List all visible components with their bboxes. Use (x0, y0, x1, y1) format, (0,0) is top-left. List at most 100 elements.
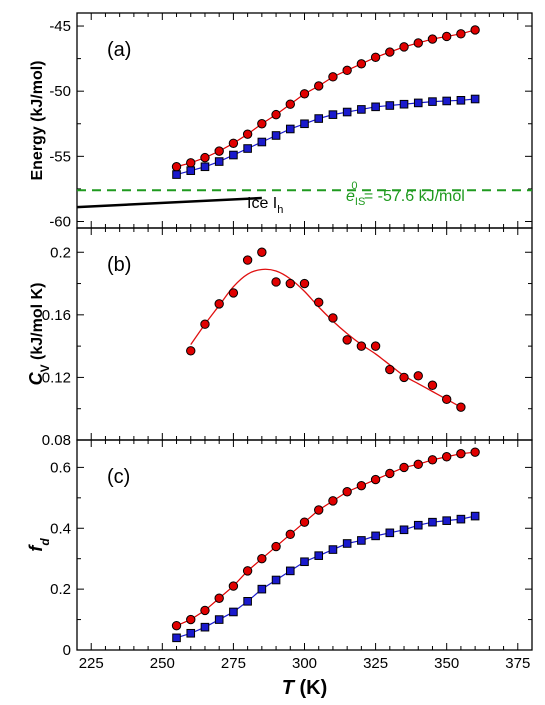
data-point-square (300, 557, 309, 567)
y-tick-label: -60 (49, 213, 71, 230)
label-part: (kJ/mol K) (29, 283, 46, 365)
data-point-circle (328, 496, 338, 506)
series-line (176, 451, 476, 627)
data-point-circle (470, 447, 480, 457)
data-point-square (186, 166, 196, 175)
data-point-circle (342, 335, 352, 345)
data-point-circle (257, 247, 267, 257)
data-point-circle (370, 474, 381, 485)
data-point-square (314, 114, 324, 123)
data-point-circle (385, 47, 395, 57)
plot-frame (76, 439, 533, 651)
ice-label: Ice Ih (247, 195, 283, 216)
data-point-circle (228, 288, 239, 298)
data-point-square (200, 622, 210, 632)
data-point-circle (441, 394, 452, 405)
data-point-square (399, 99, 409, 109)
data-point-circle (413, 459, 423, 470)
data-point-circle (356, 341, 367, 351)
data-point-square (385, 101, 395, 110)
data-point-circle (186, 614, 196, 625)
data-point-square (257, 137, 267, 147)
panel-label: (b) (107, 254, 131, 276)
data-point-circle (285, 529, 295, 540)
label-part: C (26, 371, 46, 385)
data-point-square (399, 525, 409, 535)
x-tick-label: 225 (79, 655, 104, 672)
data-point-circle (314, 297, 324, 308)
data-point-square (186, 628, 196, 638)
data-point-square (172, 633, 181, 643)
x-tick-label: 275 (221, 655, 246, 672)
series-line (176, 29, 476, 168)
data-point-circle (186, 158, 196, 168)
data-point-circle (370, 52, 381, 63)
y-tick-label: 0.08 (42, 432, 71, 449)
data-point-square (371, 531, 380, 541)
data-point-circle (200, 152, 210, 163)
data-point-square (357, 105, 366, 114)
data-point-circle (441, 31, 452, 42)
panel-0: -60 -55 -50 -45 (a) Energy (kJ/mol) eIS 0 = -57… (29, 12, 533, 230)
data-point-circle (228, 138, 239, 149)
data-point-square (357, 536, 366, 545)
panel-2: 0 0.2 0.4 0.6 225 250 275 300 325 350 375 T (K) (c) f… (26, 439, 533, 699)
data-point-square (328, 110, 338, 119)
data-point-circle (356, 59, 367, 69)
data-point-square (342, 539, 352, 548)
data-point-square (285, 124, 295, 134)
data-point-circle (385, 468, 395, 479)
data-point-square (271, 575, 281, 585)
x-tick-label: 300 (292, 655, 317, 672)
data-point-square (271, 131, 281, 140)
data-point-square (442, 96, 451, 106)
x-tick-label: 250 (150, 655, 175, 672)
data-point-circle (214, 299, 224, 309)
label-part: T (282, 677, 296, 699)
data-point-circle (214, 146, 224, 156)
data-point-circle (328, 72, 338, 82)
label-part: Ice I (247, 195, 277, 212)
series-red (171, 25, 480, 172)
data-point-square (300, 119, 309, 129)
data-point-square (229, 150, 238, 160)
y-tick-label: 0.4 (50, 520, 71, 537)
data-point-square (200, 162, 210, 172)
y-tick-label: -55 (49, 148, 71, 165)
data-point-circle (314, 505, 324, 515)
data-point-circle (427, 34, 438, 44)
data-point-circle (285, 99, 295, 109)
y-tick-label: 0.6 (50, 459, 71, 476)
data-point-square (172, 170, 181, 179)
data-point-square (442, 516, 451, 525)
data-point-square (214, 157, 224, 166)
data-point-circle (413, 371, 423, 381)
series-red (171, 447, 480, 631)
y-axis-label: Energy (kJ/mol) (29, 60, 46, 180)
series-red (186, 247, 466, 412)
data-point-square (243, 144, 252, 153)
fit-curve (190, 268, 462, 408)
data-point-circle (271, 541, 281, 552)
data-point-square (413, 520, 423, 530)
data-point-circle (299, 278, 310, 289)
x-tick-label: 350 (434, 655, 459, 672)
y-tick-label: 0 (63, 642, 71, 659)
data-point-circle (342, 65, 352, 76)
label-part: h (277, 204, 283, 216)
data-point-square (328, 545, 338, 554)
data-point-circle (299, 517, 310, 527)
data-point-circle (257, 119, 267, 129)
x-axis-label: T (K) (282, 677, 328, 699)
y-axis-label: CV (kJ/mol K) (26, 283, 52, 386)
data-point-square (214, 615, 224, 624)
panel-label: (c) (107, 466, 130, 488)
data-point-circle (271, 109, 281, 120)
data-point-circle (171, 620, 182, 631)
data-point-circle (427, 455, 438, 465)
data-point-circle (456, 448, 466, 459)
data-point-circle (242, 129, 253, 139)
data-point-square (428, 517, 437, 527)
label-part: Energy (kJ/mol) (29, 60, 46, 180)
